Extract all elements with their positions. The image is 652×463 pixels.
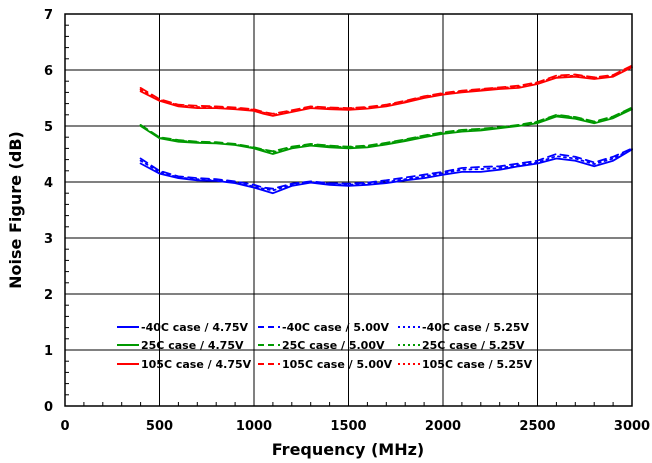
legend-label: 25C case / 5.25V — [422, 339, 525, 352]
y-tick-label: 4 — [44, 176, 53, 191]
legend-label: 25C case / 4.75V — [141, 339, 244, 352]
y-tick-label: 0 — [44, 400, 53, 415]
x-tick-label: 1000 — [236, 419, 272, 434]
y-tick-label: 3 — [44, 232, 53, 247]
series-line-6 — [139, 107, 633, 154]
series-line-7 — [139, 66, 633, 117]
x-tick-label: 0 — [60, 419, 69, 434]
x-tick-label: 2000 — [425, 419, 461, 434]
tick-labels: 0 500 1000 1500 2000 2500 3000 0 1 2 3 4 5 6 7 — [44, 8, 650, 434]
legend-label: 105C case / 5.00V — [282, 358, 393, 371]
x-tick-label: 1500 — [330, 419, 366, 434]
series-layer — [139, 64, 633, 195]
series-line-4 — [139, 108, 633, 155]
y-tick-label: 6 — [44, 64, 53, 79]
legend-label: 105C case / 5.25V — [422, 358, 533, 371]
legend: -40C case / 4.75V -40C case / 5.00V -40C c… — [117, 321, 533, 371]
x-tick-label: 500 — [146, 419, 173, 434]
series-line-9 — [139, 65, 633, 116]
y-tick-label: 2 — [44, 288, 53, 303]
series-line-1 — [139, 148, 633, 195]
y-tick-label: 5 — [44, 120, 53, 135]
series-line-2 — [139, 147, 633, 190]
y-tick-label: 1 — [44, 344, 53, 359]
x-tick-label: 2500 — [519, 419, 555, 434]
legend-label: 25C case / 5.00V — [282, 339, 385, 352]
series-line-3 — [139, 148, 633, 192]
legend-label: -40C case / 5.00V — [282, 321, 390, 334]
y-tick-label: 7 — [44, 8, 53, 23]
grid-lines — [65, 14, 632, 406]
x-tick-label: 3000 — [614, 419, 650, 434]
legend-label: -40C case / 4.75V — [141, 321, 249, 334]
axis-ticks — [64, 13, 633, 407]
x-axis-title: Frequency (MHz) — [272, 440, 424, 459]
legend-label: 105C case / 4.75V — [141, 358, 252, 371]
y-axis-title: Noise Figure (dB) — [6, 131, 25, 289]
legend-label: -40C case / 5.25V — [422, 321, 530, 334]
